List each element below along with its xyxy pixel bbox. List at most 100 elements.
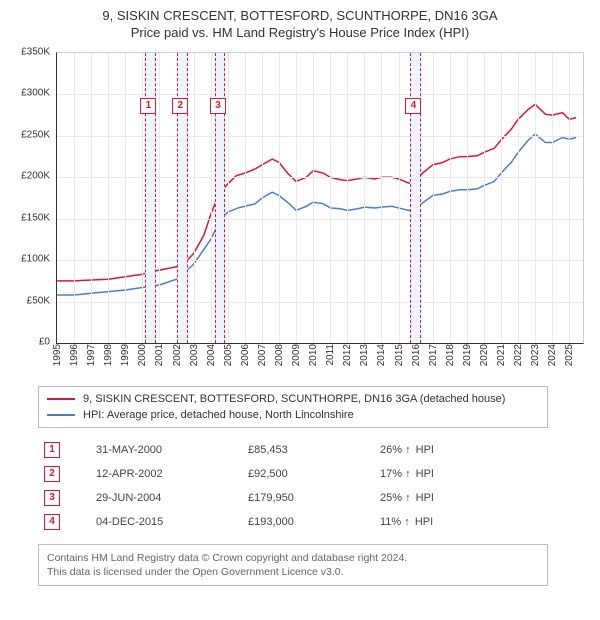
gridline-h <box>57 94 583 95</box>
arrow-up-icon <box>405 492 413 504</box>
event-price: £193,000 <box>242 510 374 534</box>
gridline-v <box>330 53 331 343</box>
plot-svg <box>57 53 583 343</box>
page-root: 9, SISKIN CRESCENT, BOTTESFORD, SCUNTHOR… <box>0 0 600 590</box>
gridline-v <box>262 53 263 343</box>
event-badge-cell: 1 <box>44 442 60 458</box>
x-tick-label: 2015 <box>394 344 405 366</box>
arrow-up-icon <box>405 444 413 456</box>
legend-label: 9, SISKIN CRESCENT, BOTTESFORD, SCUNTHOR… <box>83 393 505 405</box>
gridline-h <box>57 260 583 261</box>
events-table: 131-MAY-2000£85,45326% HPI212-APR-2002£9… <box>38 438 530 534</box>
gridline-v <box>399 53 400 343</box>
legend-label: HPI: Average price, detached house, Nort… <box>83 409 354 421</box>
chart-area: £0£50K£100K£150K£200K£250K£300K£350K 199… <box>10 46 590 376</box>
event-pct: 26% HPI <box>374 438 530 462</box>
gridline-v <box>450 53 451 343</box>
event-pct: 11% HPI <box>374 510 530 534</box>
y-tick-label: £0 <box>39 337 50 348</box>
gridline-h <box>57 177 583 178</box>
x-tick-label: 2004 <box>206 344 217 366</box>
y-tick-label: £200K <box>21 171 50 182</box>
y-tick-label: £300K <box>21 88 50 99</box>
footnote-line1: Contains HM Land Registry data © Crown c… <box>47 551 539 565</box>
event-price: £179,950 <box>242 486 374 510</box>
x-tick-label: 2007 <box>257 344 268 366</box>
x-tick-label: 1999 <box>120 344 131 366</box>
gridline-v <box>569 53 570 343</box>
gridline-v <box>125 53 126 343</box>
gridline-v <box>501 53 502 343</box>
event-badge-cell: 2 <box>44 466 60 482</box>
event-band <box>410 53 421 343</box>
table-row: 4 04-DEC-2015£193,00011% HPI <box>38 510 530 534</box>
title-block: 9, SISKIN CRESCENT, BOTTESFORD, SCUNTHOR… <box>10 8 590 40</box>
event-pct: 25% HPI <box>374 486 530 510</box>
x-tick-label: 2000 <box>137 344 148 366</box>
x-tick-label: 1997 <box>86 344 97 366</box>
gridline-v <box>484 53 485 343</box>
plot-region <box>56 52 584 344</box>
event-price: £85,453 <box>242 438 374 462</box>
event-date: 12-APR-2002 <box>90 462 242 486</box>
legend-swatch <box>47 398 75 400</box>
x-tick-label: 2013 <box>359 344 370 366</box>
x-tick-label: 1995 <box>52 344 63 366</box>
x-tick-label: 2020 <box>479 344 490 366</box>
y-axis-ticks: £0£50K£100K£150K£200K£250K£300K£350K <box>10 52 54 342</box>
gridline-v <box>535 53 536 343</box>
gridline-v <box>433 53 434 343</box>
gridline-h <box>57 302 583 303</box>
event-badge: 4 <box>405 98 421 114</box>
gridline-v <box>74 53 75 343</box>
series-hpi <box>57 134 576 295</box>
x-axis-ticks: 1995199619971998199920002001200220032004… <box>56 344 582 374</box>
footnote-box: Contains HM Land Registry data © Crown c… <box>38 544 548 586</box>
gridline-v <box>159 53 160 343</box>
y-tick-label: £150K <box>21 212 50 223</box>
event-badge: 2 <box>172 98 188 114</box>
table-row: 1 31-MAY-2000£85,45326% HPI <box>38 438 530 462</box>
x-tick-label: 1996 <box>69 344 80 366</box>
x-tick-label: 2025 <box>564 344 575 366</box>
footnote-line2: This data is licensed under the Open Gov… <box>47 565 539 579</box>
gridline-h <box>57 136 583 137</box>
chart-title-line1: 9, SISKIN CRESCENT, BOTTESFORD, SCUNTHOR… <box>10 8 590 23</box>
x-tick-label: 2024 <box>547 344 558 366</box>
x-tick-label: 2023 <box>530 344 541 366</box>
legend-row: 9, SISKIN CRESCENT, BOTTESFORD, SCUNTHOR… <box>47 393 539 405</box>
y-tick-label: £50K <box>27 295 50 306</box>
arrow-up-icon <box>404 516 412 528</box>
gridline-v <box>347 53 348 343</box>
series-subject <box>57 104 576 280</box>
gridline-h <box>57 219 583 220</box>
event-band <box>145 53 156 343</box>
event-badge: 3 <box>210 98 226 114</box>
event-date: 04-DEC-2015 <box>90 510 242 534</box>
y-tick-label: £350K <box>21 47 50 58</box>
x-tick-label: 2012 <box>342 344 353 366</box>
y-tick-label: £250K <box>21 129 50 140</box>
x-tick-label: 2016 <box>411 344 422 366</box>
x-tick-label: 2001 <box>154 344 165 366</box>
table-row: 212-APR-2002£92,50017% HPI <box>38 462 530 486</box>
x-tick-label: 2006 <box>240 344 251 366</box>
event-date: 31-MAY-2000 <box>90 438 242 462</box>
gridline-v <box>142 53 143 343</box>
gridline-v <box>518 53 519 343</box>
x-tick-label: 2021 <box>496 344 507 366</box>
gridline-v <box>313 53 314 343</box>
event-date: 29-JUN-2004 <box>90 486 242 510</box>
event-badge-cell: 4 <box>44 514 60 530</box>
event-badge-cell: 3 <box>44 490 60 506</box>
gridline-v <box>381 53 382 343</box>
x-tick-label: 2014 <box>376 344 387 366</box>
legend-row: HPI: Average price, detached house, Nort… <box>47 409 539 421</box>
event-band <box>215 53 226 343</box>
x-tick-label: 2009 <box>291 344 302 366</box>
gridline-v <box>211 53 212 343</box>
gridline-v <box>279 53 280 343</box>
gridline-v <box>194 53 195 343</box>
gridline-v <box>91 53 92 343</box>
gridline-v <box>467 53 468 343</box>
